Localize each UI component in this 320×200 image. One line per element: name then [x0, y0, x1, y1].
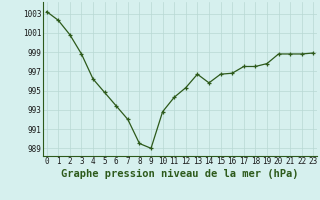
X-axis label: Graphe pression niveau de la mer (hPa): Graphe pression niveau de la mer (hPa) [61, 169, 299, 179]
